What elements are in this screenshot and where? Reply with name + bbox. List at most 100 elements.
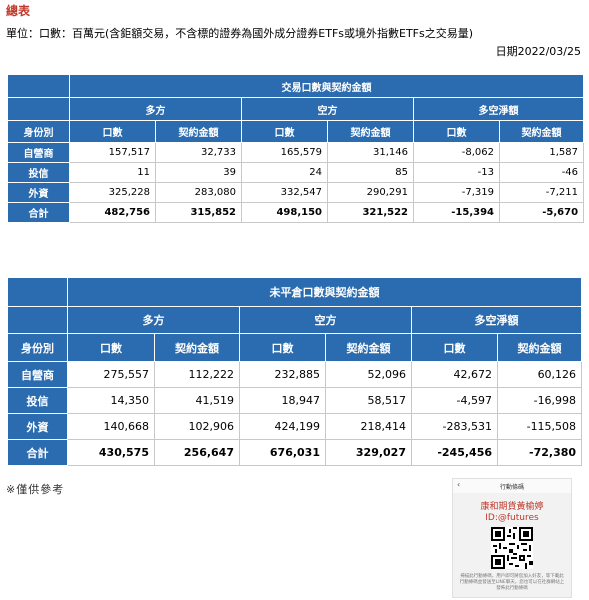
column-header: 契約金額	[154, 333, 240, 362]
cell: -72,380	[496, 439, 583, 466]
cell: 498,150	[241, 202, 328, 223]
cell: 232,885	[239, 361, 326, 388]
section-short: 空方	[239, 306, 412, 334]
section-short: 空方	[241, 97, 414, 121]
unit-note: 單位：口數：百萬元(含鉅額交易，不含標的證券為國外成分證券ETFs或境外指數ET…	[6, 27, 474, 40]
cell: 275,557	[67, 361, 155, 388]
column-header: 契約金額	[327, 120, 414, 143]
card-note: 掃描此行動條碼，用戶即可將您加入好友，等下載此行動條碼並發送至LINE聊天，您也…	[459, 574, 565, 591]
cell: 325,228	[69, 182, 156, 203]
cell: -245,456	[411, 439, 498, 466]
cell: -115,508	[496, 413, 583, 440]
table-corner	[7, 97, 70, 121]
cell: 24	[241, 162, 328, 183]
cell: 60,126	[496, 361, 583, 388]
cell: 102,906	[154, 413, 240, 440]
row-label: 投信	[7, 387, 68, 414]
cell: 290,291	[327, 182, 414, 203]
cell: 85	[327, 162, 414, 183]
cell: 482,756	[69, 202, 156, 223]
cell: 1,587	[498, 142, 585, 163]
table-corner	[7, 74, 70, 98]
table-row: 外資 140,668 102,906 424,199 218,414 -283,…	[7, 413, 583, 440]
identity-header: 身份別	[7, 333, 68, 362]
chevron-left-icon[interactable]: ‹	[457, 480, 461, 489]
section-long: 多方	[69, 97, 242, 121]
trading-volume-table: 交易口數與契約金額 多方 空方 多空淨額 身份別 口數 契約金額 口數 契約金額…	[7, 74, 585, 223]
column-header: 口數	[241, 120, 328, 143]
cell: 58,517	[325, 387, 412, 414]
footnote: ※僅供參考	[6, 483, 65, 496]
cell: 42,672	[411, 361, 498, 388]
row-label: 外資	[7, 182, 70, 203]
column-header: 口數	[69, 120, 156, 143]
column-header: 口數	[413, 120, 500, 143]
cell: -7,211	[498, 182, 585, 203]
section-net: 多空淨額	[410, 306, 583, 334]
cell: 32,733	[155, 142, 242, 163]
cell: -283,531	[411, 413, 498, 440]
row-label: 合計	[7, 202, 70, 223]
cell: 329,027	[325, 439, 412, 466]
qr-code-icon[interactable]	[491, 527, 533, 569]
column-header: 口數	[67, 333, 155, 362]
row-label: 自營商	[7, 142, 70, 163]
cell: -16,998	[496, 387, 583, 414]
cell: 315,852	[155, 202, 242, 223]
group-title: 交易口數與契約金額	[68, 74, 585, 98]
cell: 112,222	[154, 361, 240, 388]
cell: -7,319	[413, 182, 500, 203]
card-header: ‹ 行動條碼	[453, 479, 571, 493]
section-long: 多方	[67, 306, 240, 334]
cell: -15,394	[413, 202, 500, 223]
column-header: 契約金額	[325, 333, 412, 362]
page-title: 總表	[6, 4, 31, 18]
group-title: 未平倉口數與契約金額	[66, 277, 583, 307]
table-row-total: 合計 482,756 315,852 498,150 321,522 -15,3…	[7, 202, 585, 223]
cell: 14,350	[67, 387, 155, 414]
section-net: 多空淨額	[412, 97, 585, 121]
cell: 39	[155, 162, 242, 183]
report-date: 日期2022/03/25	[495, 45, 581, 58]
contact-name: 康和期貨黃榆婷	[480, 502, 544, 512]
contact-id: ID:@futures	[485, 513, 539, 523]
table-corner	[7, 277, 68, 307]
cell: 332,547	[241, 182, 328, 203]
table-row-total: 合計 430,575 256,647 676,031 329,027 -245,…	[7, 439, 583, 466]
column-header: 口數	[411, 333, 498, 362]
cell: 52,096	[325, 361, 412, 388]
table-row: 投信 11 39 24 85 -13 -46	[7, 162, 585, 183]
cell: 218,414	[325, 413, 412, 440]
card-header-label: 行動條碼	[499, 483, 524, 491]
identity-header: 身份別	[7, 120, 70, 143]
cell: 165,579	[241, 142, 328, 163]
row-label: 投信	[7, 162, 70, 183]
column-header: 口數	[239, 333, 326, 362]
open-interest-table: 未平倉口數與契約金額 多方 空方 多空淨額 身份別 口數 契約金額 口數 契約金…	[7, 277, 583, 466]
cell: -8,062	[413, 142, 500, 163]
row-label: 合計	[7, 439, 68, 466]
cell: -5,670	[498, 202, 585, 223]
line-qr-card: ‹ 行動條碼 康和期貨黃榆婷 ID:@futures 掃描此行動條碼，用戶即可將…	[452, 478, 572, 598]
cell: 41,519	[154, 387, 240, 414]
cell: 321,522	[327, 202, 414, 223]
cell: 256,647	[154, 439, 240, 466]
table-row: 外資 325,228 283,080 332,547 290,291 -7,31…	[7, 182, 585, 203]
cell: 18,947	[239, 387, 326, 414]
cell: -4,597	[411, 387, 498, 414]
cell: -13	[413, 162, 500, 183]
column-header: 契約金額	[498, 120, 585, 143]
row-label: 外資	[7, 413, 68, 440]
cell: 31,146	[327, 142, 414, 163]
cell: 676,031	[239, 439, 326, 466]
column-header: 契約金額	[496, 333, 583, 362]
table-row: 自營商 157,517 32,733 165,579 31,146 -8,062…	[7, 142, 585, 163]
cell: 140,668	[67, 413, 155, 440]
cell: 157,517	[69, 142, 156, 163]
cell: 430,575	[67, 439, 155, 466]
row-label: 自營商	[7, 361, 68, 388]
column-header: 契約金額	[155, 120, 242, 143]
table-row: 投信 14,350 41,519 18,947 58,517 -4,597 -1…	[7, 387, 583, 414]
cell: -46	[498, 162, 585, 183]
table-corner	[7, 306, 68, 334]
